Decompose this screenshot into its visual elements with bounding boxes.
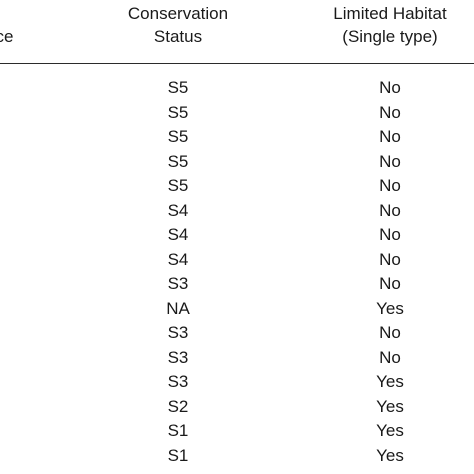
limited-habitat-cell: No [379,102,401,122]
limited-habitat-cell: No [379,78,401,97]
table-body: S5 No S5 No S5 No S5 No S5 No S4 No S4 No S4 No S3 No NA Ye… [0,76,474,468]
table-row: S3 No [0,346,474,371]
table-row: S4 No [0,223,474,248]
limited-habitat-cell: No [379,176,401,195]
table-row: NA Yes [0,297,474,322]
conservation-status-cell: S1 [167,421,189,440]
header-divider [0,63,474,64]
limited-habitat-cell: Yes [376,421,404,440]
limited-habitat-cell: No [379,200,401,220]
conservation-status-cell: S5 [167,176,189,195]
table-row: S1 Yes [0,419,474,444]
table-row: S5 No [0,101,474,126]
table-row: S3 Yes [0,370,474,395]
conservation-status-cell: S5 [167,78,189,97]
limited-habitat-cell: No [379,127,401,146]
conservation-status-cell: S4 [167,200,189,220]
conservation-status-cell: S4 [167,249,189,269]
limited-habitat-cell: No [379,347,401,367]
header-left-col-line2: nce [0,27,14,46]
conservation-status-cell: NA [166,298,190,318]
conservation-status-cell: S1 [167,445,189,465]
table-row: S3 No [0,321,474,346]
conservation-status-cell: S5 [167,127,189,146]
table-row: S3 No [0,272,474,297]
header-conservation-status-line1: Conservation [127,4,229,23]
table-row: S5 No [0,174,474,199]
table-row: S5 No [0,76,474,101]
limited-habitat-cell: Yes [376,298,404,318]
limited-habitat-cell: Yes [376,445,404,465]
limited-habitat-cell: No [379,249,401,269]
limited-habitat-cell: Yes [376,372,404,391]
table-row: S4 No [0,199,474,224]
conservation-status-cell: S3 [167,372,189,391]
table-row: S2 Yes [0,395,474,420]
conservation-status-cell: S5 [167,102,189,122]
limited-habitat-cell: No [379,323,401,342]
conservation-status-cell: S3 [167,347,189,367]
limited-habitat-cell: Yes [376,396,404,416]
conservation-status-cell: S3 [167,274,189,293]
table-row: S5 No [0,150,474,175]
table-row: S1 Yes [0,444,474,469]
limited-habitat-cell: No [379,151,401,171]
header-conservation-status-line2: Status [153,27,203,46]
header-limited-habitat-line1: Limited Habitat [333,4,447,23]
conservation-status-cell: S5 [167,151,189,171]
table-row: S5 No [0,125,474,150]
header-left-col-line1: e [0,2,26,25]
limited-habitat-cell: No [379,225,401,244]
header-limited-habitat-line2: (Single type) [342,27,438,46]
limited-habitat-cell: No [379,274,401,293]
conservation-status-cell: S3 [167,323,189,342]
table-row: S4 No [0,248,474,273]
conservation-status-cell: S4 [167,225,189,244]
conservation-status-cell: S2 [167,396,189,416]
